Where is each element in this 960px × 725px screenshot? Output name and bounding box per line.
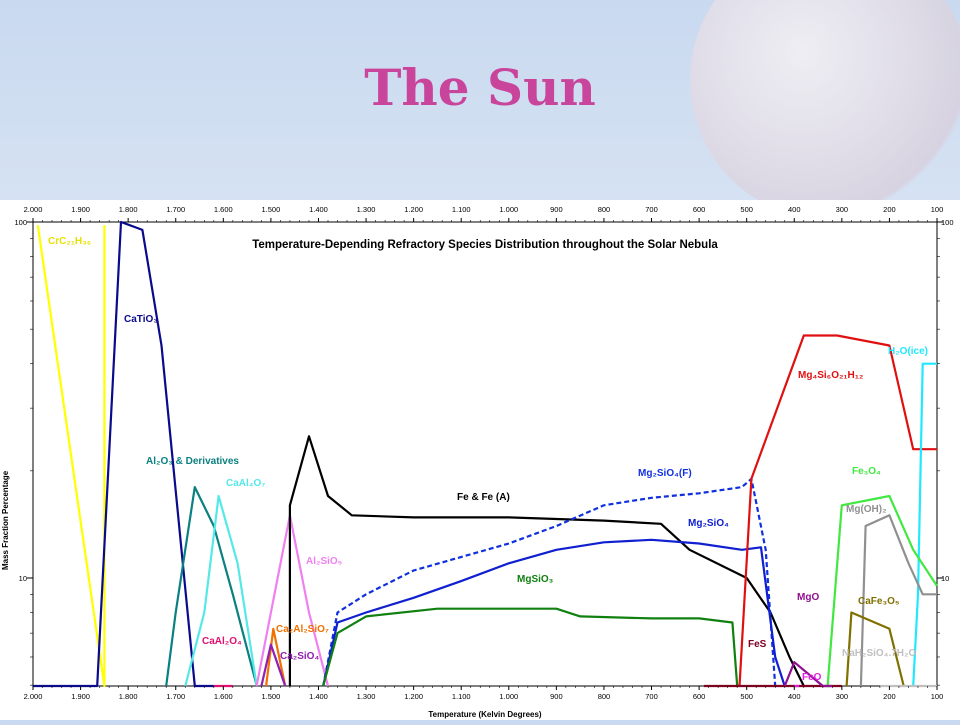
x-tick-label-top: 800 [598,205,611,214]
series-label-fes: FeS [748,639,767,650]
x-tick-label-bottom: 1.500 [262,692,281,701]
series-label-feo: FeO [802,672,822,683]
chart-title: Temperature-Depending Refractory Species… [252,239,718,251]
series-label-mgsio3: MgSiO₃ [517,574,554,585]
y-axis-label: Mass Fraction Percentage [1,470,10,570]
series-label-crc21h36: CrC₂₁H₃₆ [48,236,91,247]
x-tick-label-bottom: 1.200 [404,692,423,701]
series-line-crc21h36 [36,224,106,688]
series-label-ca2al2sio7: Ca₂Al₂SiO₇ [276,624,329,635]
series-labels-group: CrC₂₁H₃₆ CaTiO₃ Al₂O₃ & Derivatives CaAl₄O₇… [48,236,928,683]
series-line-mg4si6o21h12 [738,334,937,687]
x-tick-label-top: 1.000 [499,205,518,214]
x-tick-label-bottom: 2.000 [24,692,43,701]
x-tick-label-bottom: 1.400 [309,692,328,701]
x-tick-label-top: 700 [645,205,658,214]
x-tick-label-bottom: 1.700 [166,692,185,701]
slide-title: The Sun [364,58,596,117]
x-tick-label-top: 300 [836,205,849,214]
x-tick-label-top: 1.500 [262,205,281,214]
series-label-catio3: CaTiO₃ [124,314,158,325]
series-line-cafe3o5 [845,611,905,687]
series-label-mg4si6o21h12: Mg₄Si₆O₂₁H₁₂ [798,370,863,381]
series-line-mg2sio4 [322,538,786,687]
x-tick-label-top: 100 [931,205,944,214]
x-tick-label-top: 1.900 [71,205,90,214]
series-label-h2o-ice: H₂O(ice) [888,346,928,357]
x-tick-label-bottom: 1.000 [499,692,518,701]
x-tick-label-bottom: 500 [740,692,753,701]
x-tick-label-bottom: 800 [598,692,611,701]
x-tick-label-top: 500 [740,205,753,214]
x-tick-label-top: 400 [788,205,801,214]
series-line-mgo [783,661,833,688]
x-tick-label-top: 1.200 [404,205,423,214]
x-tick-label-bottom: 1.100 [452,692,471,701]
series-line-fe-fe-a [288,435,805,687]
series-label-mgo: MgO [797,592,819,603]
x-tick-label-bottom: 900 [550,692,563,701]
x-tick-label-top: 2.000 [24,205,43,214]
x-tick-label-bottom: 700 [645,692,658,701]
x-tick-label-bottom: 1.900 [71,692,90,701]
x-tick-label-top: 1.400 [309,205,328,214]
series-line-h2o-ice [912,362,937,687]
x-tick-label-bottom: 1.600 [214,692,233,701]
series-group [33,220,938,688]
series-line-ca2al2sio7 [265,627,287,687]
series-label-ca2sio4: Ca₂SiO₄ [280,651,319,662]
series-label-mg2sio4-f: Mg₂SiO₄(F) [638,468,692,479]
series-line-mgsio3 [322,607,739,687]
plot-frame [32,221,938,687]
series-line-mg-oh-2 [859,514,937,687]
y-tick-label-right: 100 [941,218,954,227]
x-tick-label-top: 1.100 [452,205,471,214]
series-line-al2o3-derivatives [165,486,258,687]
x-tick-label-top: 1.800 [119,205,138,214]
series-label-al2sio5: Al₂SiO₅ [306,556,343,567]
series-label-caal4o7: CaAl₄O₇ [226,478,265,489]
x-tick-label-top: 900 [550,205,563,214]
x-tick-label-bottom: 1.300 [357,692,376,701]
series-label-fe-fe-a: Fe & Fe (A) [457,492,510,503]
series-label-nah2sio4-7h2o: NaH₂SiO₄.7H₂O [842,648,916,659]
series-label-cafe3o5: CaFe₃O₅ [858,596,900,607]
series-label-caal2o4: CaAl₂O₄ [202,636,242,647]
series-label-al2o3-derivatives: Al₂O₃ & Derivatives [146,456,239,467]
x-tick-label-top: 1.600 [214,205,233,214]
chart-area: CrC₂₁H₃₆ CaTiO₃ Al₂O₃ & Derivatives CaAl₄O₇… [0,200,960,720]
axes-group: 2.000 2.000 1.900 1.900 1.800 1.800 1.700 1.700… [14,205,953,701]
series-line-caal4o7 [184,494,258,687]
x-tick-label-top: 1.700 [166,205,185,214]
series-label-mg-oh-2: Mg(OH)₂ [846,504,887,515]
species-distribution-chart: CrC₂₁H₃₆ CaTiO₃ Al₂O₃ & Derivatives CaAl₄O₇… [1,205,954,719]
x-tick-label-top: 600 [693,205,706,214]
x-tick-label-bottom: 200 [883,692,896,701]
x-tick-label-bottom: 600 [693,692,706,701]
moon-decoration [690,0,960,220]
series-label-fe3o4: Fe₃O₄ [852,466,881,477]
series-line-ca2sio4 [260,643,287,687]
x-tick-label-bottom: 300 [836,692,849,701]
x-tick-label-bottom: 100 [931,692,944,701]
y-tick-label-left: 100 [14,218,27,227]
x-axis-label: Temperature (Kelvin Degrees) [428,710,542,719]
x-tick-label-top: 200 [883,205,896,214]
y-tick-label-left: 10 [19,574,27,583]
series-label-mg2sio4: Mg₂SiO₄ [688,518,729,529]
x-tick-label-bottom: 400 [788,692,801,701]
series-line-fe3o4 [826,494,938,687]
x-tick-label-top: 1.300 [357,205,376,214]
x-tick-label-bottom: 1.800 [119,692,138,701]
y-tick-label-right: 10 [941,574,949,583]
